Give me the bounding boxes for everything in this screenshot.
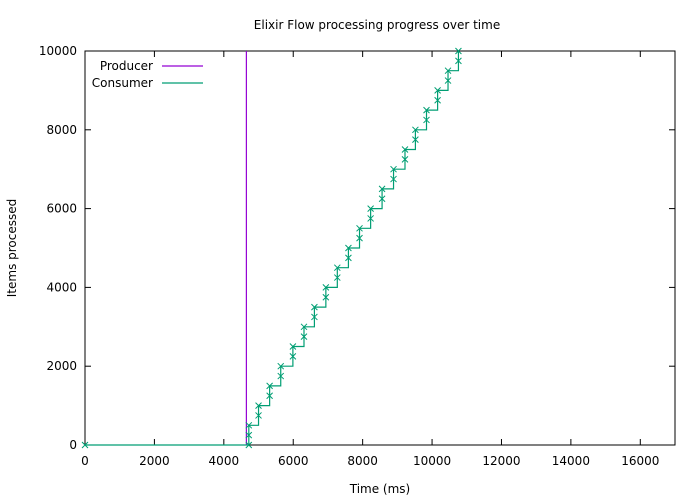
data-point	[311, 313, 318, 321]
data-point	[356, 224, 363, 232]
data-point	[455, 47, 462, 55]
x-tick-label-3: 6000	[278, 454, 309, 468]
data-point	[412, 136, 419, 144]
x-tick-label-4: 8000	[347, 454, 378, 468]
data-point	[333, 274, 341, 281]
data-point	[245, 441, 253, 449]
data-point	[455, 57, 462, 65]
data-point	[300, 333, 308, 341]
data-point	[266, 382, 273, 390]
data-point	[277, 372, 285, 380]
x-tick-label-1: 2000	[139, 454, 170, 468]
series-consumer	[81, 47, 462, 449]
data-point	[367, 215, 374, 222]
data-point	[378, 195, 386, 203]
data-point	[311, 303, 318, 311]
x-tick-label-0: 0	[81, 454, 89, 468]
data-point	[412, 126, 419, 134]
data-point	[423, 106, 430, 114]
y-tick-label-3: 6000	[46, 202, 77, 216]
y-tick-label-0: 0	[69, 438, 77, 452]
data-point	[390, 175, 397, 183]
legend: Producer Consumer	[92, 59, 203, 90]
x-tick-label-7: 14000	[552, 454, 590, 468]
x-tick-label-2: 4000	[209, 454, 240, 468]
data-point	[245, 421, 253, 429]
data-point	[345, 254, 352, 262]
data-point	[81, 441, 89, 449]
legend-label-consumer: Consumer	[92, 76, 153, 90]
data-point	[245, 431, 253, 439]
data-point	[322, 293, 330, 301]
data-point	[401, 146, 409, 153]
data-point	[277, 362, 285, 370]
y-tick-label-4: 8000	[46, 123, 77, 137]
x-tick-label-6: 12000	[482, 454, 520, 468]
x-tick-label-8: 16000	[621, 454, 659, 468]
data-point	[333, 264, 341, 272]
x-tick-labels: 0 2000 4000 6000 8000 10000 12000 14000 16000	[81, 454, 659, 468]
series-layer	[81, 47, 462, 449]
y-tick-label-1: 2000	[46, 359, 77, 373]
data-point	[378, 185, 386, 193]
data-point	[367, 205, 374, 212]
axis-ticks	[84, 50, 675, 446]
legend-label-producer: Producer	[100, 59, 153, 73]
y-tick-label-2: 4000	[46, 280, 77, 294]
data-point	[322, 284, 330, 291]
data-point	[434, 87, 441, 94]
data-point	[444, 67, 452, 75]
data-point	[434, 96, 441, 104]
data-point	[345, 244, 352, 252]
y-tick-labels: 0 2000 4000 6000 8000 10000	[39, 44, 77, 452]
data-point	[401, 155, 409, 163]
y-axis-label: Items processed	[5, 199, 19, 298]
series-line-consumer	[85, 51, 460, 446]
x-tick-label-5: 10000	[413, 454, 451, 468]
data-point	[289, 352, 297, 360]
data-point	[266, 392, 273, 400]
data-point	[255, 412, 262, 419]
data-point	[423, 116, 430, 124]
chart-title: Elixir Flow processing progress over tim…	[254, 18, 500, 32]
data-point	[289, 343, 297, 350]
x-axis-label: Time (ms)	[349, 482, 411, 496]
data-point	[255, 402, 262, 409]
plot-area-border	[84, 50, 676, 446]
data-point	[444, 77, 452, 84]
data-point	[356, 234, 363, 242]
y-tick-label-5: 10000	[39, 44, 77, 58]
data-point	[300, 323, 308, 331]
data-point	[390, 165, 397, 173]
